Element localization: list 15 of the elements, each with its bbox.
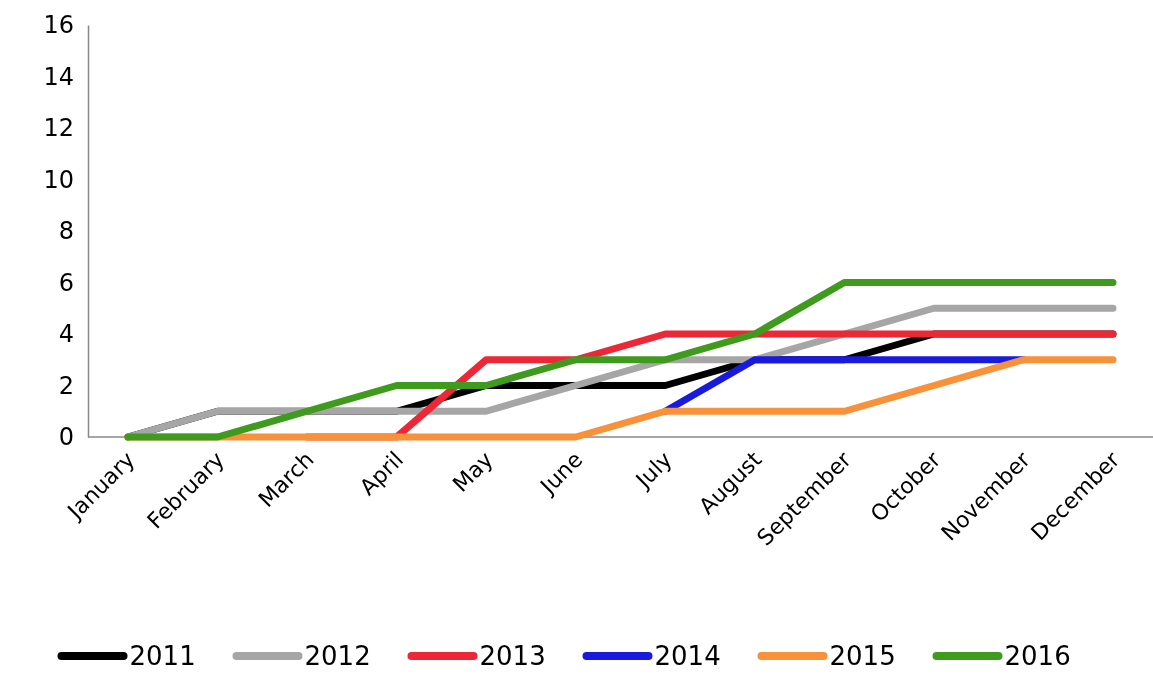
legend-label: 2015: [829, 641, 896, 671]
y-tick-label: 10: [43, 165, 74, 194]
legend-label: 2012: [304, 641, 371, 671]
legend-label: 2016: [1004, 641, 1071, 671]
y-tick-label: 2: [58, 371, 74, 400]
y-tick-label: 12: [43, 114, 74, 143]
y-tick-label: 14: [43, 62, 74, 91]
legend-label: 2013: [479, 641, 546, 671]
y-tick-label: 8: [58, 217, 74, 246]
y-tick-label: 4: [58, 320, 74, 349]
y-tick-label: 16: [43, 11, 74, 40]
legend-label: 2011: [129, 641, 196, 671]
y-tick-label: 0: [58, 423, 74, 452]
legend-label: 2014: [654, 641, 721, 671]
y-tick-label: 6: [58, 268, 74, 297]
